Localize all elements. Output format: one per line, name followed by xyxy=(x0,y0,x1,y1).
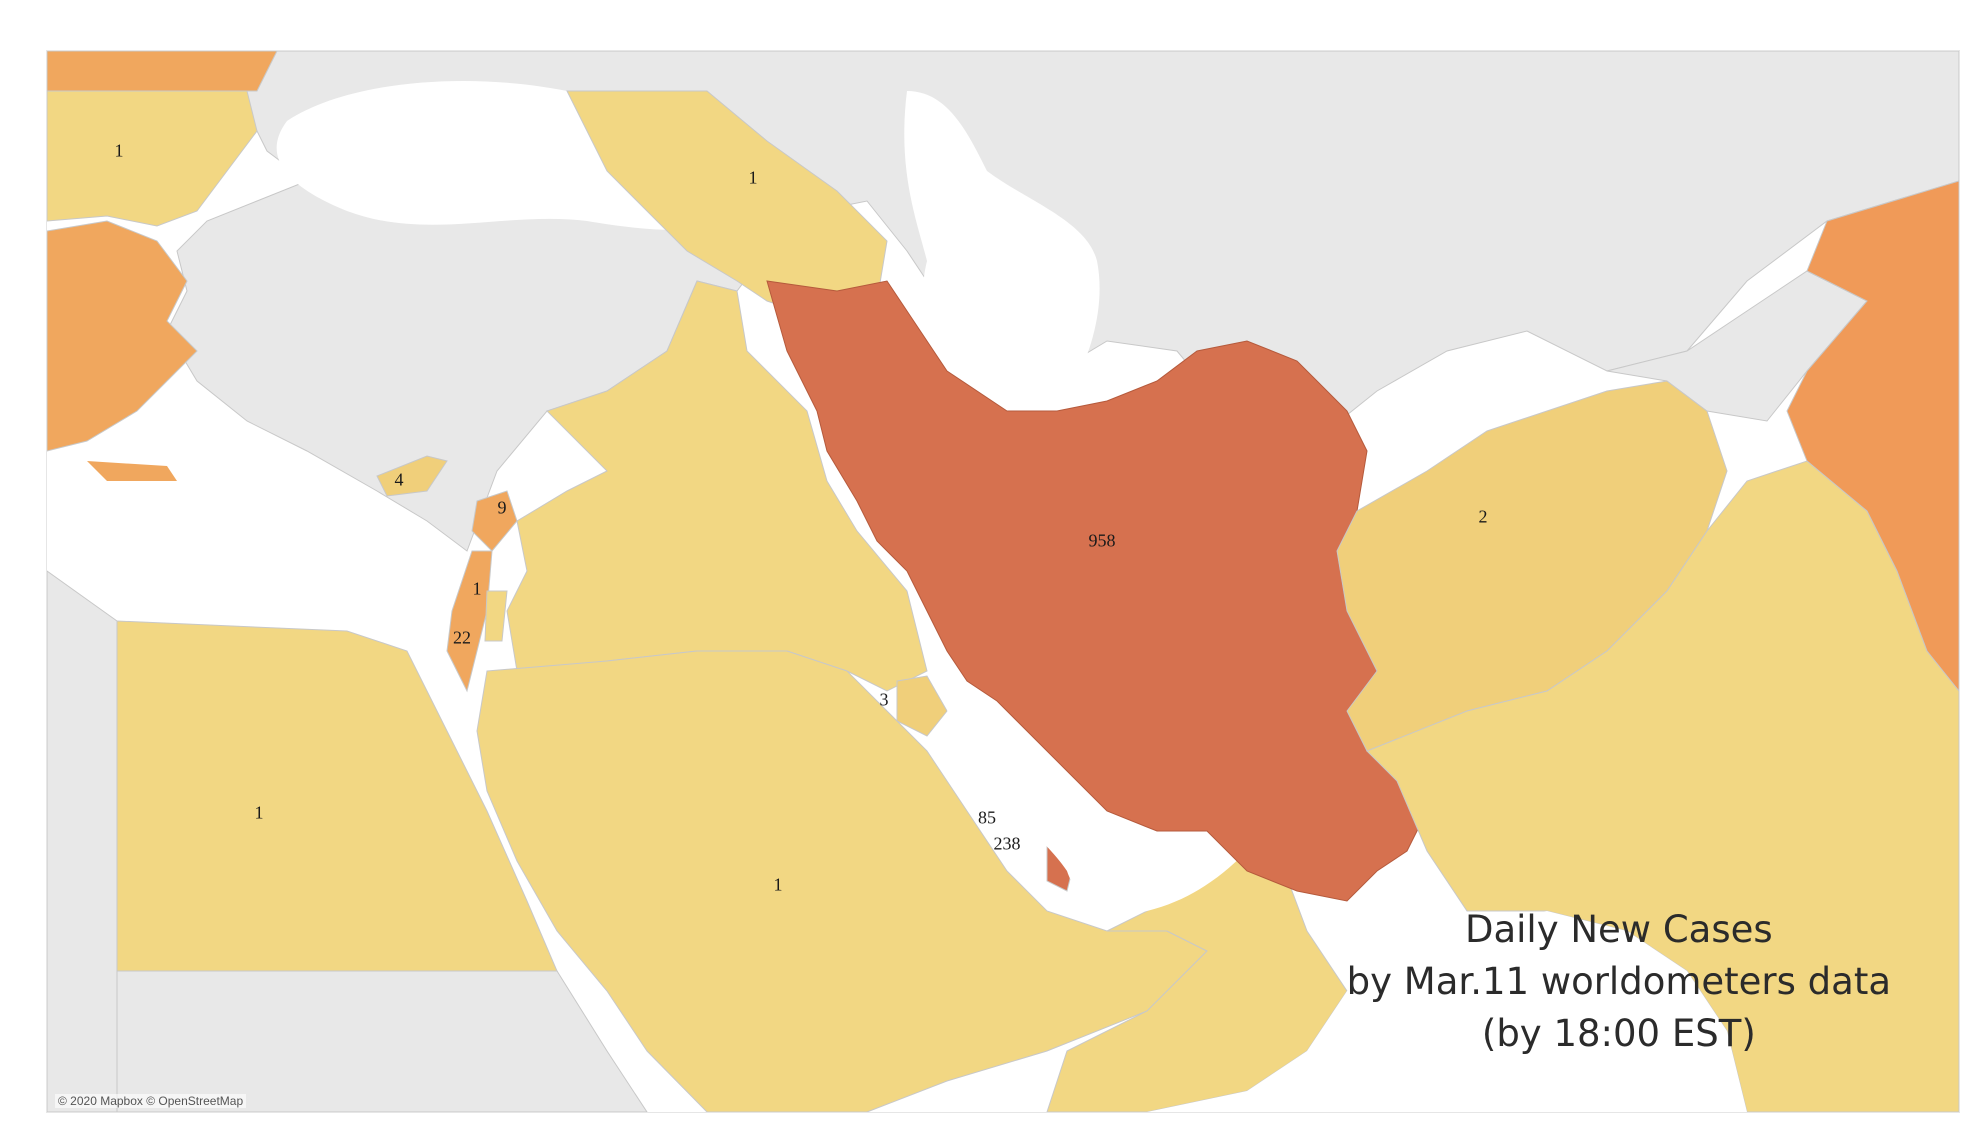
label-egypt: 1 xyxy=(254,802,264,823)
label-georgia: 1 xyxy=(748,167,758,188)
label-lebanon: 9 xyxy=(497,497,507,518)
label-bulgaria: 1 xyxy=(114,140,124,161)
region-bulgaria xyxy=(47,90,258,227)
region-israel xyxy=(446,550,493,693)
region-palestine xyxy=(484,590,508,642)
label-iran: 958 xyxy=(1088,530,1116,551)
label-cyprus: 4 xyxy=(394,469,404,490)
region-cyprus xyxy=(376,455,448,497)
label-afghanistan: 2 xyxy=(1478,506,1488,527)
region-kuwait xyxy=(896,675,948,737)
caspian-sea xyxy=(904,91,1100,420)
map-title-line-3: (by 18:00 EST) xyxy=(1481,1012,1756,1055)
map-title-line-1: Daily New Cases xyxy=(1464,908,1773,951)
label-qatar: 238 xyxy=(993,833,1021,854)
region-crete xyxy=(87,461,177,481)
map-frame[interactable]: 1 1 4 9 1 22 958 2 3 85 238 1 1 Daily Ne… xyxy=(46,50,1960,1113)
label-saudi-arabia: 1 xyxy=(773,874,783,895)
label-kuwait: 3 xyxy=(879,689,889,710)
map-title-line-2: by Mar.11 worldometers data xyxy=(1346,960,1891,1003)
region-greece xyxy=(47,220,198,452)
map-attribution[interactable]: © 2020 Mapbox © OpenStreetMap xyxy=(55,1094,247,1108)
region-iraq xyxy=(506,280,928,692)
region-china xyxy=(1786,180,1959,692)
arabian-sea xyxy=(1147,911,1747,1112)
label-palestine: 1 xyxy=(472,578,482,599)
region-libya xyxy=(47,570,118,1112)
label-israel: 22 xyxy=(453,627,471,648)
region-lebanon xyxy=(471,490,518,552)
region-sudan xyxy=(116,970,648,1112)
label-bahrain: 85 xyxy=(978,807,996,828)
choropleth-map[interactable] xyxy=(47,51,1959,1112)
region-romania xyxy=(47,51,278,92)
map-title: Daily New Cases by Mar.11 worldometers d… xyxy=(1347,904,1891,1060)
